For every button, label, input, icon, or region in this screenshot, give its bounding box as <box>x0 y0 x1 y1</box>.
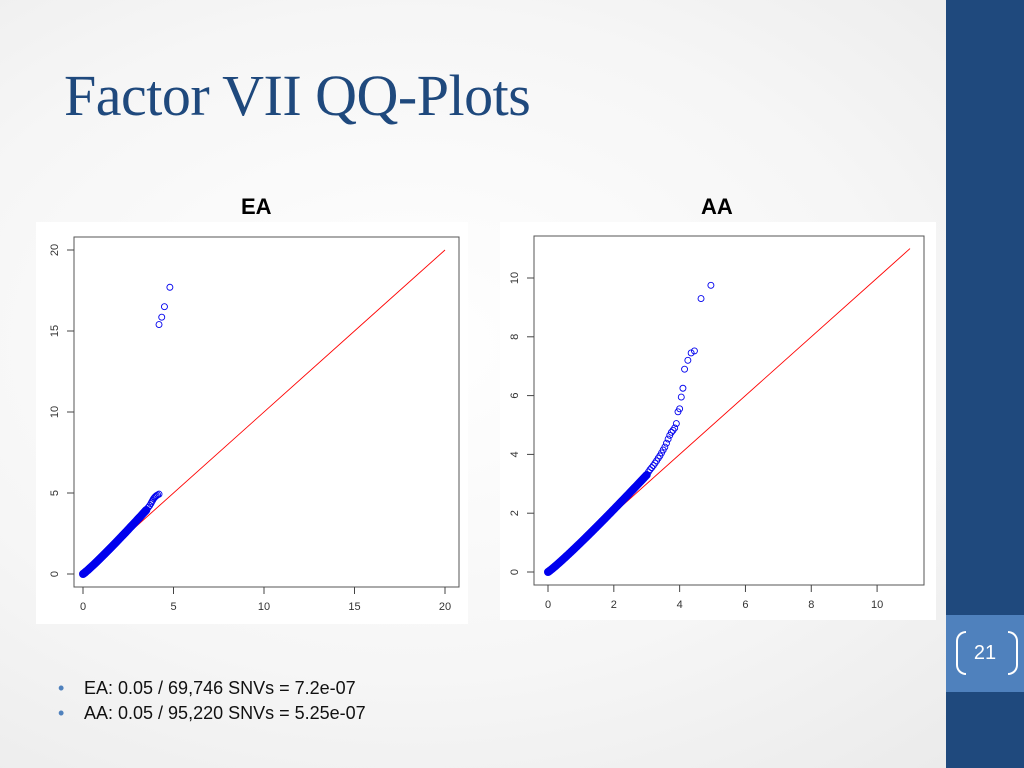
qq-point <box>154 491 162 499</box>
qq-point <box>664 435 672 443</box>
bullet-item-ea: • EA: 0.05 / 69,746 SNVs = 7.2e-07 <box>58 676 366 701</box>
plot-panel-ea: 0 5 10 15 20 0 5 10 15 20 <box>36 222 468 624</box>
qq-point <box>677 393 685 401</box>
y-tick-label: 8 <box>509 334 521 340</box>
qq-point <box>646 466 654 474</box>
bullet-item-aa: • AA: 0.05 / 95,220 SNVs = 5.25e-07 <box>58 701 366 726</box>
x-tick-label: 10 <box>258 601 270 613</box>
qq-point <box>684 356 692 364</box>
qq-point <box>151 493 159 501</box>
bullet-text: EA: 0.05 / 69,746 SNVs = 7.2e-07 <box>84 678 356 698</box>
y-tick-label: 2 <box>509 510 521 516</box>
qq-point <box>155 321 163 328</box>
reference-line <box>82 249 446 575</box>
qq-point <box>697 295 705 303</box>
qq-point <box>690 347 698 355</box>
x-tick-label: 0 <box>80 601 86 613</box>
bullet-dot-icon: • <box>58 678 65 698</box>
bullet-list: • EA: 0.05 / 69,746 SNVs = 7.2e-07 • AA: 0… <box>58 676 366 726</box>
qq-point <box>707 281 715 289</box>
x-tick-label: 5 <box>170 601 176 613</box>
plot-panel-aa: 0 2 4 6 8 10 0 2 4 6 8 10 <box>500 222 936 620</box>
y-tick-label: 6 <box>509 393 521 399</box>
qq-plot-aa: 0 2 4 6 8 10 0 2 4 6 8 10 <box>509 235 925 611</box>
qq-point <box>166 283 174 291</box>
y-tick-label: 10 <box>509 272 521 284</box>
x-tick-label: 20 <box>439 601 451 613</box>
x-tick-label: 8 <box>808 599 814 611</box>
x-tick-label: 15 <box>348 601 360 613</box>
qq-point <box>158 313 166 321</box>
qq-point <box>648 464 656 472</box>
bracket-left-icon <box>956 631 966 675</box>
chart-label-aa: AA <box>701 194 733 219</box>
y-tick-label: 4 <box>509 451 521 457</box>
x-tick-label: 0 <box>545 599 551 611</box>
bullet-text: AA: 0.05 / 95,220 SNVs = 5.25e-07 <box>84 703 366 723</box>
y-tick-label: 20 <box>49 244 61 256</box>
qq-point <box>663 439 670 447</box>
qq-point <box>667 428 675 436</box>
x-tick-label: 2 <box>611 599 617 611</box>
x-tick-label: 10 <box>871 599 883 611</box>
y-tick-label: 10 <box>49 406 61 418</box>
chart-label-ea: EA <box>241 194 272 219</box>
x-tick-label: 4 <box>677 599 683 611</box>
page-number-badge: 21 <box>946 615 1024 692</box>
qq-point <box>672 420 680 427</box>
qq-point <box>155 490 163 498</box>
qq-point <box>679 384 687 392</box>
y-tick-label: 0 <box>509 569 521 575</box>
qq-point <box>671 424 679 432</box>
qq-plot-ea: 0 5 10 15 20 0 5 10 15 20 <box>49 236 460 613</box>
x-tick-label: 6 <box>742 599 748 611</box>
qq-point <box>676 405 684 413</box>
bullet-dot-icon: • <box>58 703 65 723</box>
page-number: 21 <box>973 642 997 664</box>
qq-point <box>160 303 168 311</box>
plot-frame <box>533 235 925 586</box>
qq-point <box>681 365 689 373</box>
slide-title: Factor VII QQ-Plots <box>64 63 531 128</box>
qq-point <box>661 443 669 451</box>
y-tick-label: 0 <box>49 571 61 577</box>
y-tick-label: 5 <box>49 490 61 496</box>
y-tick-label: 15 <box>49 325 61 337</box>
